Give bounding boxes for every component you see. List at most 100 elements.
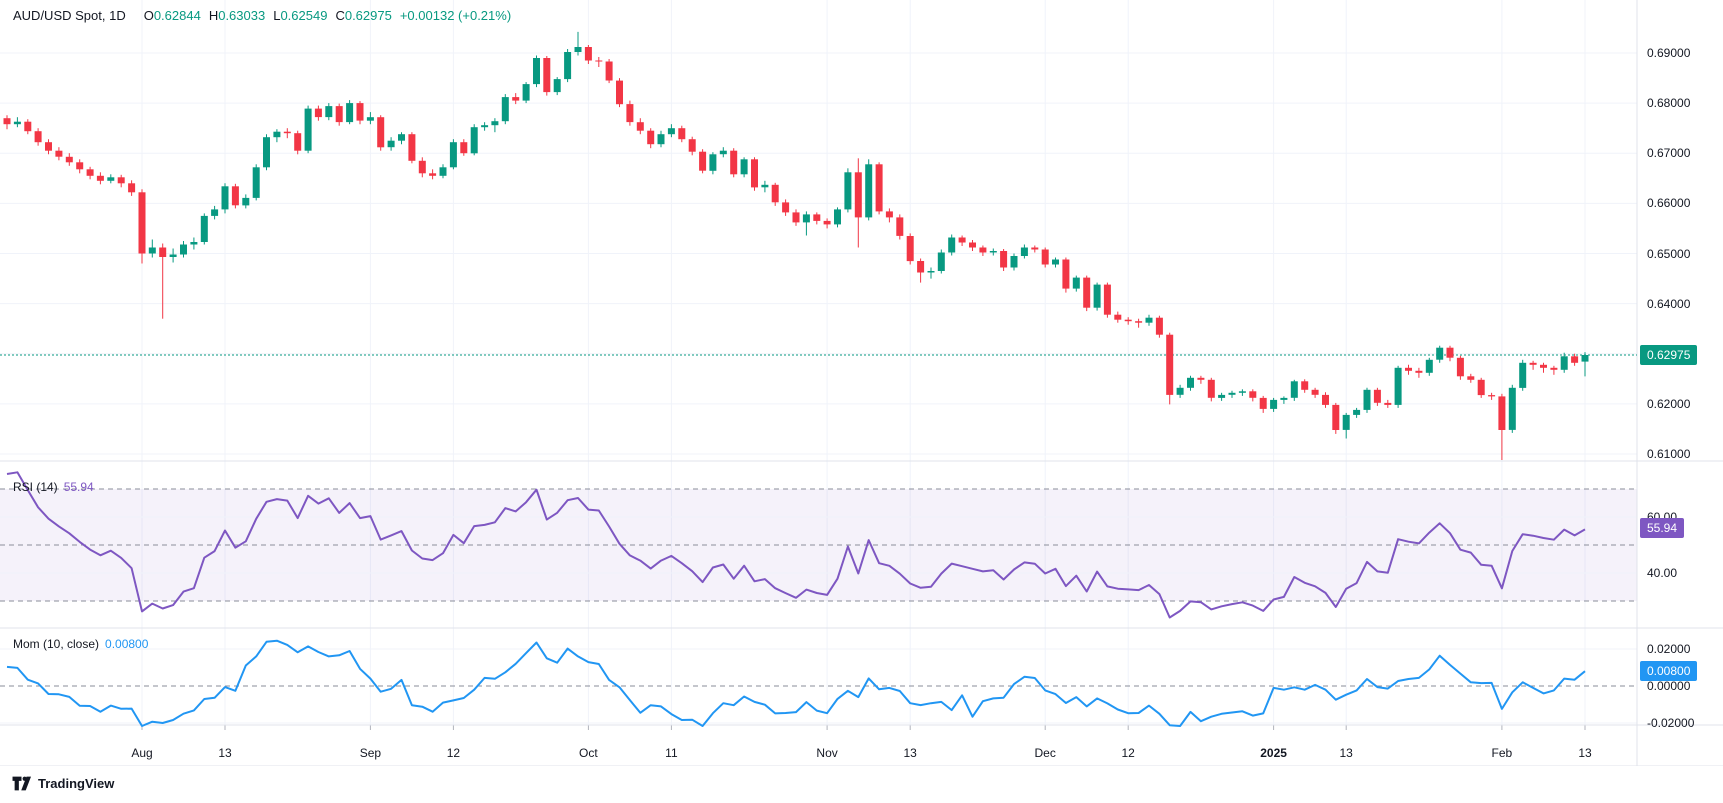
candle-body [1114,314,1122,320]
candle-body [107,177,115,181]
candle-body [491,121,499,126]
candle-body [1020,247,1028,256]
momentum-name: Mom (10, close) [13,637,100,651]
time-axis-label: Aug [131,746,153,760]
candle-body [533,58,540,85]
candle-body [1425,359,1433,373]
price-axis-label: 0.69000 [1647,46,1691,60]
candle-body [418,160,426,174]
candle-body [470,127,478,154]
candle-body [387,140,395,148]
candle-body [553,79,561,93]
candle-body [1571,356,1579,363]
candle-body [667,128,675,135]
candle-body [1062,259,1070,289]
candle-body [792,212,800,223]
time-axis-label: 13 [1578,746,1592,760]
candle-body [657,134,665,145]
candle-body [1176,387,1184,395]
candle-body [1093,284,1101,308]
candle-body [3,118,11,125]
candle-body [304,108,312,151]
candle-body [429,173,437,176]
candle-body [1405,367,1412,371]
candle-body [1259,397,1267,409]
candle-body [1103,284,1111,315]
candle-body [346,103,354,123]
candle-body [595,60,603,62]
price-axis-label: 0.68000 [1647,96,1691,111]
candle-body [1010,256,1018,268]
current-price-badge: 0.62975 [1640,345,1698,365]
price-axis-label: 0.65000 [1647,246,1691,261]
candle-body [751,159,758,188]
momentum-axis-label: 0.00000 [1647,679,1691,693]
time-axis-label: 2025 [1260,746,1287,760]
low-value: 0.62549 [280,8,328,23]
candle-body [190,242,198,245]
candle-body [1322,394,1329,405]
candle-body [1498,396,1506,430]
time-axis-label: Oct [579,746,598,760]
time-axis-label: Feb [1491,746,1513,760]
candle-body [335,106,343,123]
chart-canvas[interactable] [0,0,1723,767]
candle-body [481,125,489,128]
candle-body [398,134,405,141]
candle-body [761,184,769,188]
candle-body [688,139,696,152]
candle-body [865,164,873,218]
candle-body [937,252,945,271]
candle-body [1550,367,1558,370]
candle-body [366,117,374,121]
candle-body [1083,277,1091,308]
momentum-value-badge: 0.00800 [1640,661,1698,682]
candle-body [782,202,790,213]
candle-body [927,271,935,273]
price-axis-label: 0.61000 [1647,447,1691,461]
candle-body [626,104,634,123]
candle-body [1311,389,1319,395]
candle-body [1000,251,1008,268]
candle-body [1508,387,1516,430]
candle-body [1072,277,1080,289]
candle-body [906,236,914,262]
candle-body [1207,379,1215,398]
candle-body [1124,319,1132,322]
tradingview-attribution-link[interactable]: TradingView [12,776,114,791]
candle-body [252,167,260,198]
candle-body [356,103,364,121]
candle-body [885,211,893,218]
candle-body [45,142,52,151]
candle-body [1540,364,1547,368]
candle-body [1187,377,1194,388]
candle-body [1197,377,1205,380]
candle-body [719,150,727,155]
candle-body [1249,391,1257,398]
candle-body [138,192,146,254]
candle-body [148,247,156,254]
time-axis-label: Sep [359,746,382,760]
candle-body [1477,379,1485,396]
candle-body [460,142,468,154]
candle-body [917,261,925,273]
tradingview-logo-text: TradingView [38,776,115,791]
momentum-value: 0.00800 [105,637,149,651]
candle-body [1270,399,1278,409]
high-label: H [208,8,219,23]
candle-body [740,159,748,175]
candle-body [813,214,821,221]
time-axis-label: 12 [446,746,461,760]
candle-body [221,186,229,210]
candle-body [294,133,302,151]
candle-body [854,172,862,218]
candle-body [128,183,136,193]
change-value: +0.00132 (+0.21%) [399,8,512,23]
candle-body [1560,356,1568,370]
candle-body [1519,362,1527,388]
candle-body [1436,347,1444,360]
candle-body [76,162,84,170]
open-label: O [143,8,154,23]
candle-body [449,142,457,168]
